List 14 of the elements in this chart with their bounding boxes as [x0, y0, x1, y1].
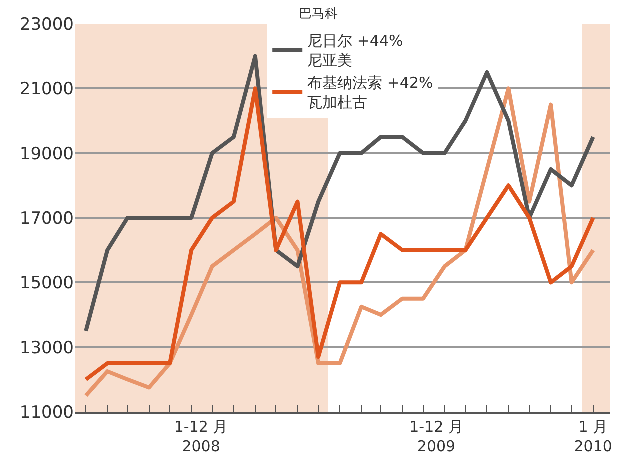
legend-label: 布基纳法索 +42% 瓦加杜古 [308, 74, 434, 112]
x-tick-label: 1 月 2010 [574, 418, 612, 456]
line-series [84, 54, 596, 334]
legend-label: 尼日尔 +44% 尼亚美 [308, 32, 404, 70]
x-tick-label: 1-12 月 2008 [174, 418, 228, 456]
y-tick-label: 11000 [20, 402, 74, 423]
y-tick-label: 13000 [20, 338, 74, 358]
y-tick-label: 17000 [20, 208, 74, 229]
y-tick-label: 21000 [20, 80, 74, 100]
y-tick-label: 15000 [20, 274, 74, 294]
x-tick-label: 1-12 月 2009 [410, 418, 464, 456]
y-tick-label: 19000 [20, 144, 74, 164]
text: 巴马科 [299, 7, 338, 22]
y-tick-label: 23000 [20, 14, 74, 35]
